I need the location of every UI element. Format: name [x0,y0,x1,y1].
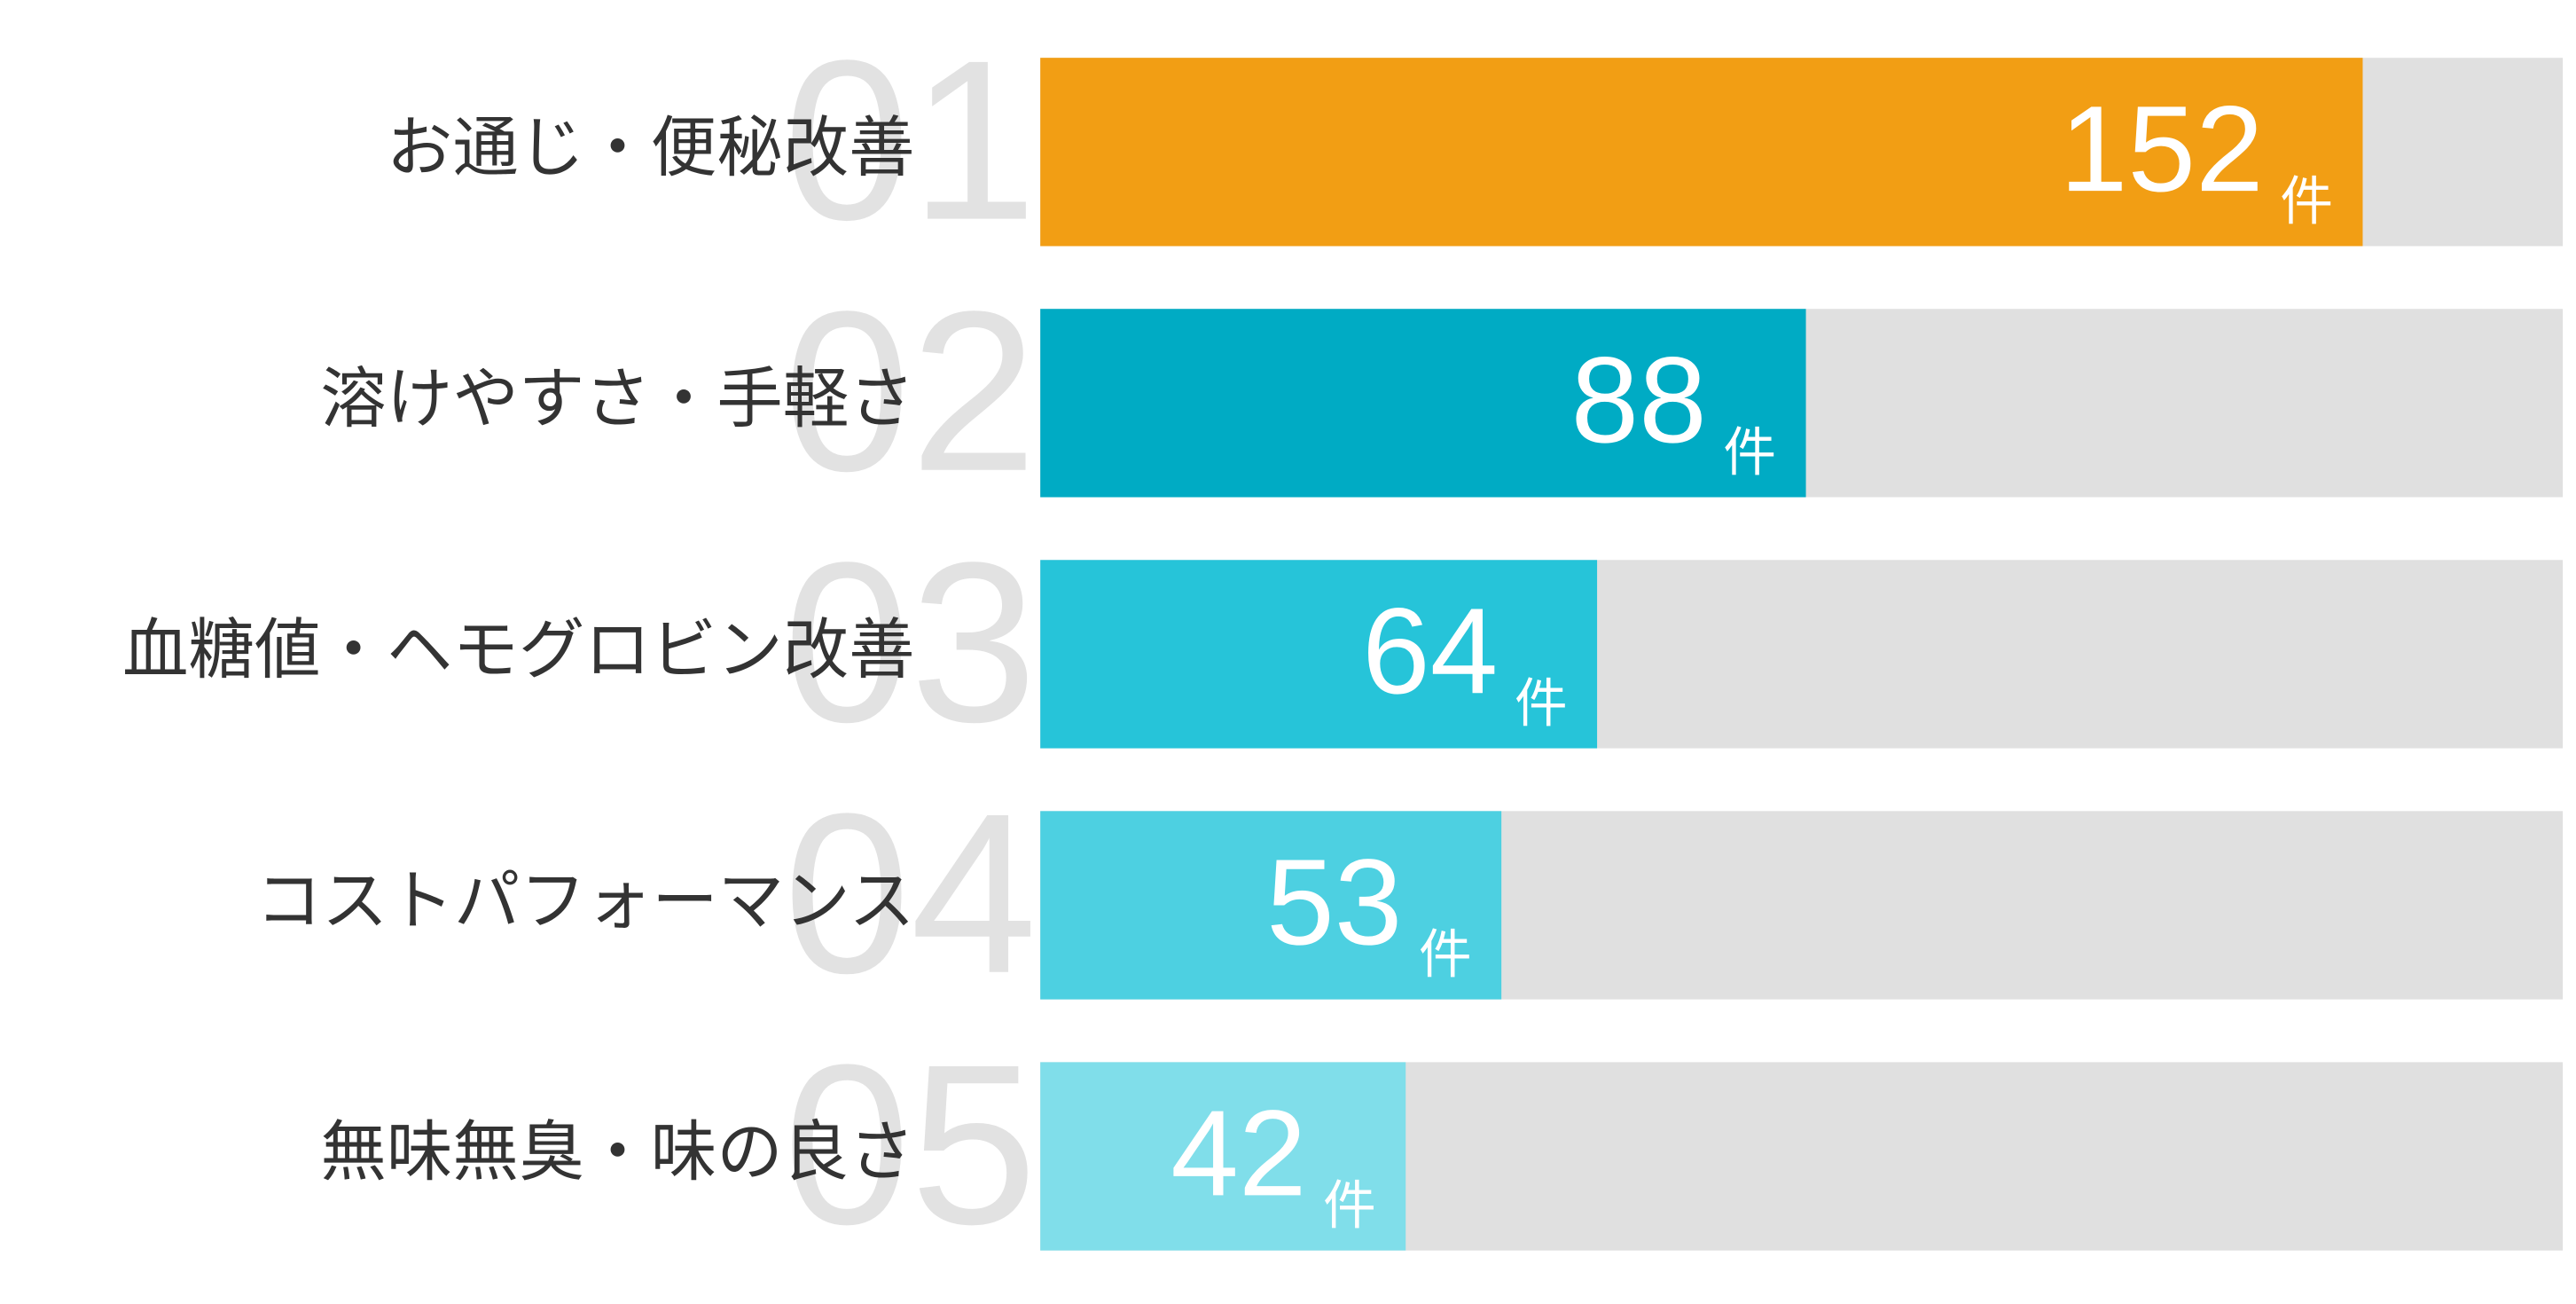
unit-label: 件 [1515,674,1568,735]
value-label: 53 [1266,834,1402,970]
rank-number: 02 [784,264,1037,519]
value-label: 64 [1362,583,1498,719]
bar [1040,1062,1406,1251]
category-label: コストパフォーマンス [255,862,914,939]
rank-number: 05 [784,1017,1037,1272]
rank-number: 03 [784,515,1037,770]
category-label: お通じ・便秘改善 [387,109,915,186]
bar [1040,58,2363,247]
rank-number: 01 [784,13,1037,268]
value-label: 42 [1171,1085,1306,1222]
unit-label: 件 [1419,925,1472,986]
value-label: 88 [1571,332,1707,468]
unit-label: 件 [2280,172,2333,233]
category-label: 溶けやすさ・手軽さ [320,360,914,437]
category-label: 無味無臭・味の良さ [320,1113,914,1190]
bar [1040,811,1502,1000]
unit-label: 件 [1723,423,1776,484]
category-label: 血糖値・ヘモグロビン改善 [122,611,915,688]
bar [1040,560,1598,749]
bar [1040,309,1806,498]
unit-label: 件 [1323,1176,1376,1237]
rank-number: 04 [784,766,1037,1021]
value-label: 152 [2060,81,2264,217]
